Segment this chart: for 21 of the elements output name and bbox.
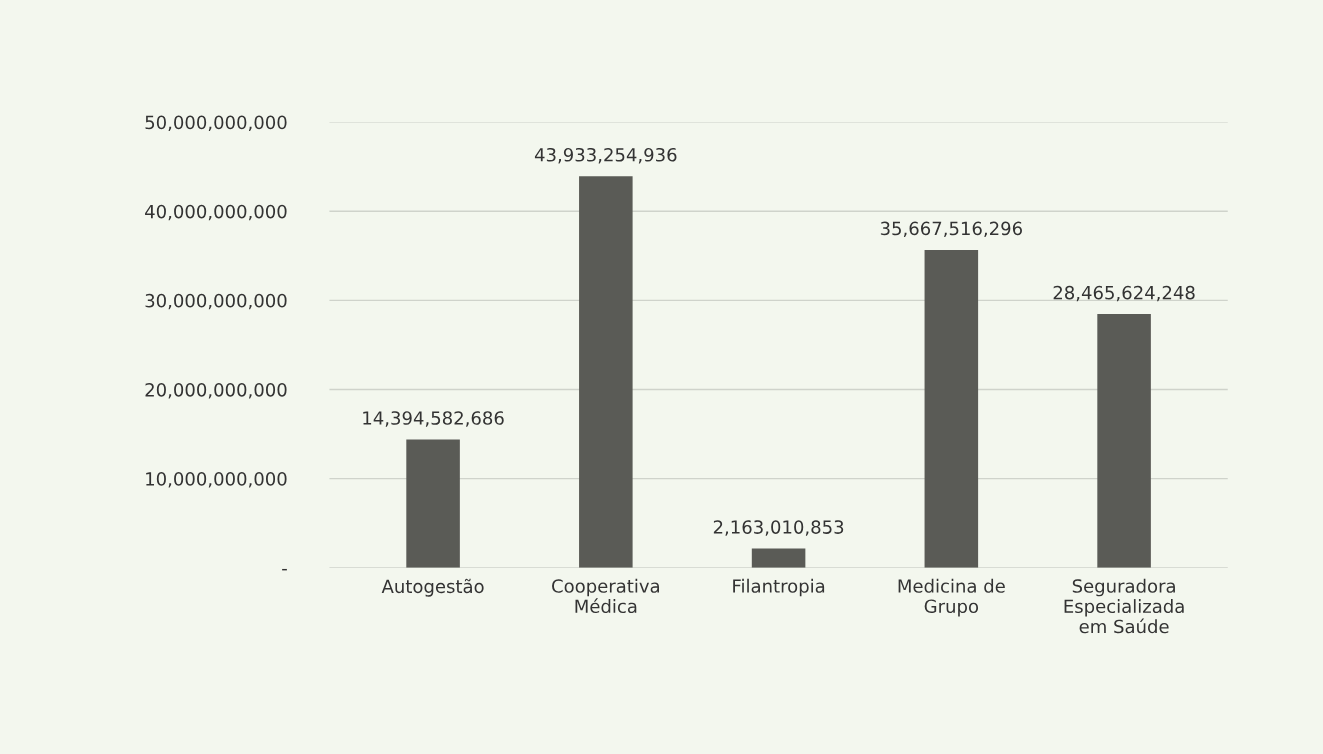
y-tick-label: - <box>282 568 287 571</box>
x-tick-label: Seguradora Especializada em Saúde <box>1064 578 1184 634</box>
data-label: 14,394,582,686 <box>363 411 504 427</box>
y-tick-label: 40,000,000,000 <box>145 204 287 221</box>
x-tick-label: Cooperativa Médica <box>552 578 659 614</box>
data-label: 43,933,254,936 <box>534 147 677 164</box>
bar <box>406 439 460 568</box>
x-tick-label: Filantropia <box>733 578 825 597</box>
y-tick-label: 10,000,000,000 <box>146 472 287 488</box>
data-label: 35,667,516,296 <box>880 221 1022 238</box>
x-tick-label: Medicina de Grupo <box>898 578 1005 617</box>
data-label: 28,465,624,248 <box>1053 285 1195 302</box>
x-tick-label: Autogestão <box>381 578 484 597</box>
bar <box>924 249 979 568</box>
bar <box>579 176 633 568</box>
y-tick-label: 20,000,000,000 <box>145 382 287 399</box>
bar <box>751 548 806 568</box>
bar <box>1097 314 1151 568</box>
data-label: 2,163,010,853 <box>713 520 844 536</box>
y-tick-label: 30,000,000,000 <box>145 293 287 310</box>
y-tick-label: 50,000,000,000 <box>145 115 287 132</box>
